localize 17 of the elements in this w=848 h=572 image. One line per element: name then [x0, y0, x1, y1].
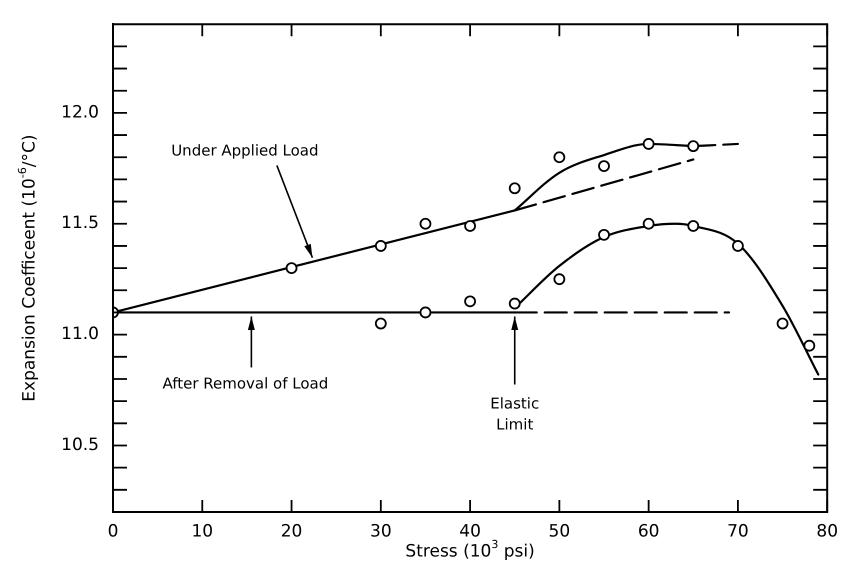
y-tick-label: 10.5 — [61, 434, 99, 455]
annotation: Elastic Limit — [490, 394, 540, 434]
y-tick-label: 11.0 — [61, 324, 99, 344]
x-tick-label: 60 — [638, 522, 660, 542]
x-tick-label: 70 — [727, 522, 749, 542]
y-axis-title: Expansion Coefficeent (10-6/°C) — [16, 134, 40, 402]
x-tick-label: 10 — [191, 522, 214, 542]
x-tick-label: 20 — [280, 522, 302, 542]
x-tick-label: 50 — [548, 522, 570, 542]
x-tick-label: 30 — [370, 522, 392, 542]
annotation: After Removal of Load — [162, 374, 328, 392]
x-tick-label: 80 — [816, 522, 838, 542]
x-tick-label: 40 — [459, 522, 481, 542]
y-tick-label: 11.5 — [61, 213, 99, 234]
y-tick-label: 12.0 — [61, 102, 99, 122]
annotation: Under Applied Load — [171, 141, 319, 160]
x-tick-label: 0 — [108, 522, 118, 542]
